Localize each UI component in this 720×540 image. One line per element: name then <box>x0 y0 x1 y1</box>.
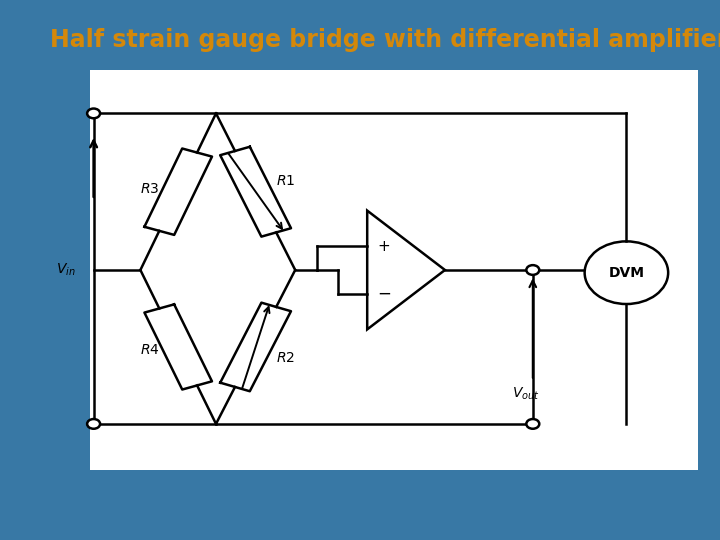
Text: $R2$: $R2$ <box>276 351 295 364</box>
Circle shape <box>585 241 668 304</box>
Text: DVM: DVM <box>608 266 644 280</box>
Text: $R1$: $R1$ <box>276 174 295 188</box>
Text: +: + <box>377 239 390 254</box>
Circle shape <box>87 109 100 118</box>
Text: $R3$: $R3$ <box>140 182 159 196</box>
Circle shape <box>87 419 100 429</box>
Text: $R4$: $R4$ <box>140 343 159 356</box>
Circle shape <box>526 419 539 429</box>
Text: $V_{out}$: $V_{out}$ <box>512 386 539 402</box>
Text: $V_{in}$: $V_{in}$ <box>56 262 76 278</box>
Bar <box>90 70 698 470</box>
Text: −: − <box>377 285 391 303</box>
Text: Half strain gauge bridge with differential amplifier: Half strain gauge bridge with differenti… <box>50 29 720 52</box>
Circle shape <box>526 265 539 275</box>
